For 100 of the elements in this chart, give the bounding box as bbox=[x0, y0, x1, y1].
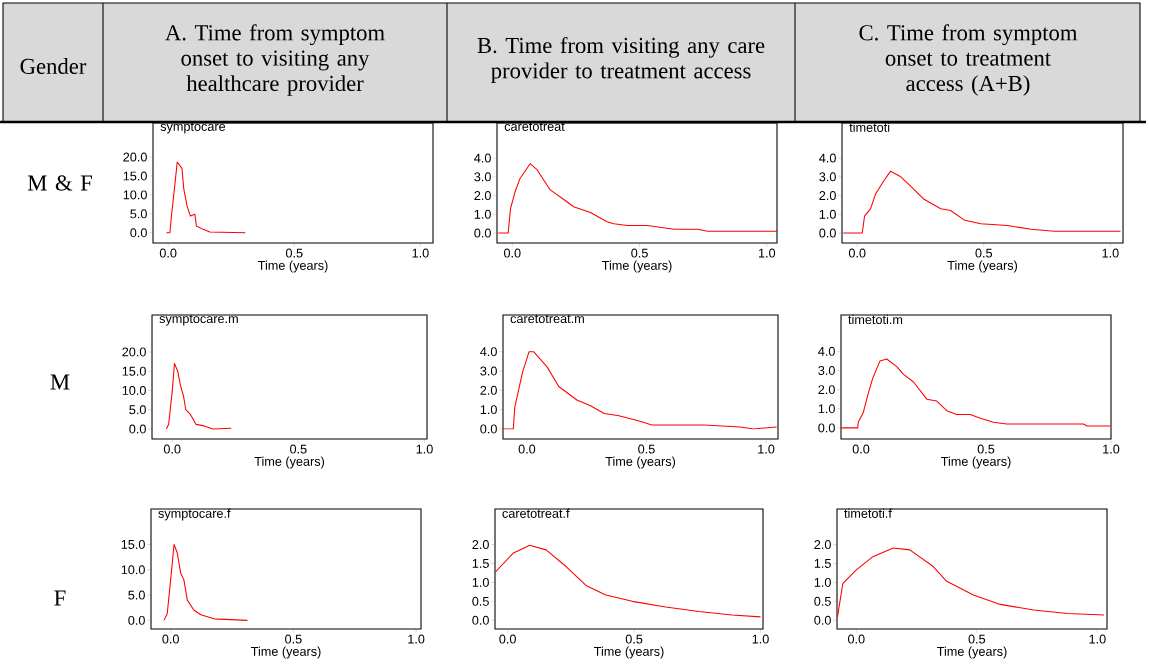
y-tick-label: 4.0 bbox=[818, 346, 835, 356]
line-series bbox=[165, 362, 232, 430]
x-tick-label: 1.0 bbox=[416, 444, 433, 454]
y-tick-label: 0.0 bbox=[129, 424, 146, 434]
x-tick-label: 0.5 bbox=[975, 248, 993, 258]
y-tick-label: 0.0 bbox=[480, 424, 497, 434]
y-tick-label: 10.0 bbox=[122, 385, 146, 395]
chart-title: caretotreat.f bbox=[502, 508, 570, 518]
y-tick-label: 15.0 bbox=[123, 171, 147, 181]
x-tick-label: 0.5 bbox=[968, 634, 986, 644]
y-tick-label: 4.0 bbox=[480, 347, 497, 357]
y-tick-label: 4.0 bbox=[474, 153, 491, 163]
text: M & F bbox=[27, 175, 92, 191]
x-axis-title: Time (years) bbox=[602, 260, 672, 273]
x-tick-label: 0.5 bbox=[285, 634, 302, 644]
x-axis-title: Time (years) bbox=[254, 456, 325, 469]
y-tick-label: 20.0 bbox=[122, 347, 146, 357]
y-tick-label: 1.0 bbox=[480, 405, 497, 415]
x-tick-label: 1.0 bbox=[752, 634, 769, 644]
x-tick-label: 0.5 bbox=[290, 444, 307, 454]
y-tick-label: 10.0 bbox=[121, 565, 145, 575]
x-axis-title: Time (years) bbox=[605, 456, 676, 469]
text: F bbox=[54, 590, 66, 606]
y-tick-label: 15.0 bbox=[121, 539, 145, 549]
y-tick-label: 1.0 bbox=[472, 577, 489, 587]
y-tick-label: 10.0 bbox=[123, 190, 147, 200]
y-tick-label: 0.5 bbox=[814, 596, 831, 606]
y-tick-label: 0.0 bbox=[130, 228, 147, 238]
y-tick-label: 1.0 bbox=[819, 209, 836, 219]
y-tick-label: 3.0 bbox=[474, 172, 491, 182]
chart-title: timetoti.m bbox=[848, 314, 903, 325]
chart-title: timetoti.f bbox=[844, 508, 892, 518]
chart-title: caretotreat.m bbox=[510, 314, 584, 324]
x-tick-label: 0.5 bbox=[285, 248, 303, 258]
y-tick-label: 1.5 bbox=[814, 559, 831, 568]
y-tick-label: 0.5 bbox=[472, 596, 489, 606]
text: C. Time from symptom onset to treatment access (A+B) bbox=[859, 24, 1078, 96]
y-tick-label: 3.0 bbox=[819, 172, 836, 182]
y-tick-label: 0.0 bbox=[474, 228, 491, 238]
chart-title: caretotreat bbox=[504, 122, 565, 131]
x-tick-label: 0.5 bbox=[977, 444, 995, 454]
line-series bbox=[837, 547, 1105, 618]
y-tick-label: 0.0 bbox=[814, 615, 831, 625]
x-tick-label: 0.0 bbox=[518, 444, 536, 454]
x-tick-label: 1.0 bbox=[1103, 444, 1120, 454]
x-tick-label: 0.0 bbox=[847, 634, 865, 644]
y-tick-label: 2.0 bbox=[818, 385, 835, 395]
y-tick-label: 0.0 bbox=[819, 228, 836, 238]
text: Gender bbox=[20, 58, 87, 74]
chart-title: symptocare.f bbox=[158, 508, 231, 521]
x-tick-label: 0.0 bbox=[163, 444, 181, 454]
y-tick-label: 0.0 bbox=[128, 615, 145, 625]
y-tick-label: 1.0 bbox=[474, 209, 491, 219]
chart-title: symptocare bbox=[160, 122, 226, 134]
x-axis-title: Time (years) bbox=[947, 260, 1017, 273]
y-tick-label: 4.0 bbox=[819, 153, 836, 163]
x-tick-label: 1.0 bbox=[758, 444, 775, 454]
x-axis-title: Time (years) bbox=[940, 456, 1011, 469]
y-tick-label: 1.5 bbox=[472, 559, 489, 568]
x-tick-label: 0.0 bbox=[852, 444, 870, 454]
x-axis-title: Time (years) bbox=[258, 260, 328, 273]
x-tick-label: 1.0 bbox=[1089, 634, 1106, 644]
y-tick-label: 2.0 bbox=[814, 540, 831, 550]
text: B. Time from visiting any care provider to treatment access bbox=[477, 36, 765, 84]
y-tick-label: 3.0 bbox=[818, 366, 835, 375]
x-tick-label: 0.0 bbox=[503, 248, 521, 258]
y-tick-label: 3.0 bbox=[480, 366, 497, 376]
line-series bbox=[497, 163, 777, 234]
x-tick-label: 1.0 bbox=[758, 248, 776, 258]
text: M bbox=[50, 374, 70, 390]
y-tick-label: 2.0 bbox=[472, 540, 489, 550]
text: A. Time from symptom onset to visiting any healthcare provider bbox=[165, 24, 385, 96]
chart-title: symptocare.m bbox=[159, 314, 238, 326]
x-tick-label: 0.0 bbox=[162, 634, 179, 644]
x-tick-label: 0.0 bbox=[848, 248, 866, 258]
y-tick-label: 2.0 bbox=[474, 191, 491, 201]
y-tick-label: 15.0 bbox=[122, 366, 146, 376]
y-tick-label: 5.0 bbox=[128, 590, 145, 600]
y-tick-label: 20.0 bbox=[123, 152, 147, 162]
x-axis-title: Time (years) bbox=[937, 646, 1007, 659]
line-series bbox=[495, 544, 762, 618]
y-tick-label: 5.0 bbox=[129, 405, 146, 415]
x-tick-label: 0.5 bbox=[638, 444, 655, 454]
x-tick-label: 0.5 bbox=[625, 634, 643, 644]
line-series bbox=[163, 543, 249, 621]
x-axis-title: Time (years) bbox=[594, 646, 664, 659]
line-series bbox=[165, 161, 246, 234]
x-tick-label: 1.0 bbox=[1102, 248, 1119, 258]
x-tick-label: 0.0 bbox=[159, 248, 177, 258]
x-tick-label: 1.0 bbox=[408, 634, 425, 644]
y-tick-label: 0.0 bbox=[818, 423, 835, 433]
x-tick-label: 0.5 bbox=[631, 248, 648, 258]
y-tick-label: 2.0 bbox=[819, 191, 836, 201]
y-tick-label: 2.0 bbox=[480, 385, 497, 395]
x-tick-label: 1.0 bbox=[412, 248, 429, 258]
y-tick-label: 5.0 bbox=[130, 209, 147, 219]
y-tick-label: 0.0 bbox=[472, 615, 489, 625]
chart-title: timetoti bbox=[849, 122, 890, 132]
y-tick-label: 1.0 bbox=[814, 577, 831, 587]
x-tick-label: 0.0 bbox=[499, 634, 516, 644]
